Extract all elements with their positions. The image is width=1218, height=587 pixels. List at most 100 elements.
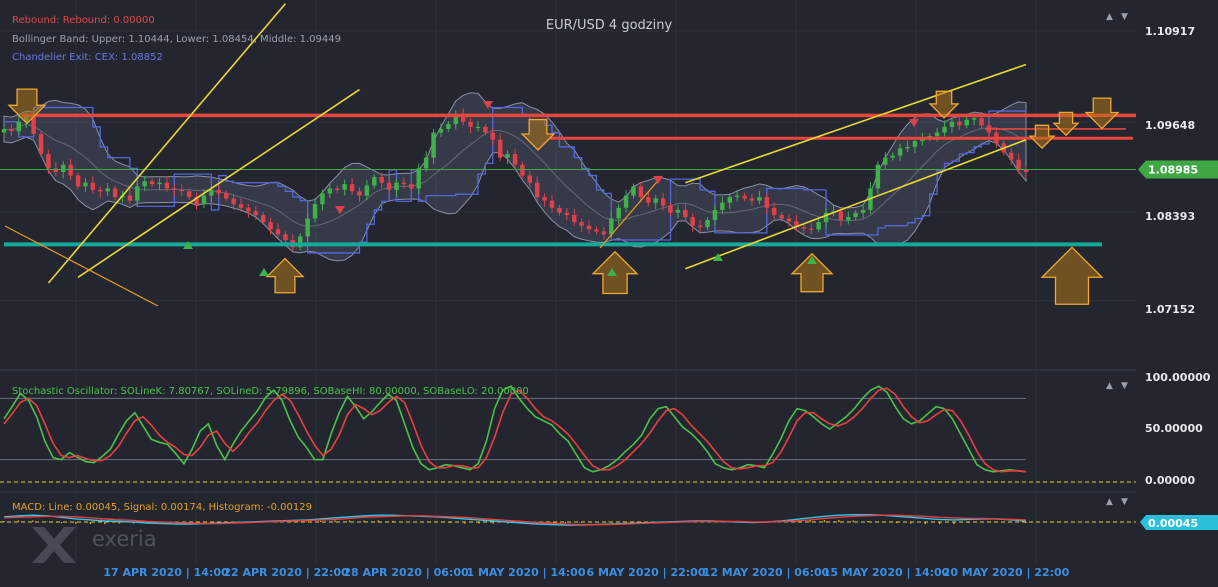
candle-body xyxy=(468,121,473,127)
candle-body xyxy=(816,222,821,230)
up-marker-icon xyxy=(607,268,617,276)
candle-body xyxy=(505,154,510,158)
stoch-panel-controls[interactable]: ▲ ▼ xyxy=(1106,381,1128,391)
candle-body xyxy=(771,207,777,215)
candle-body xyxy=(875,164,881,189)
candle-body xyxy=(1016,159,1021,170)
candle-body xyxy=(794,221,799,228)
candle-body xyxy=(112,188,118,198)
candle-body xyxy=(557,207,562,213)
candle-body xyxy=(209,189,214,196)
candle-body xyxy=(564,212,570,215)
macd-series-Line xyxy=(3,514,1027,526)
buy-arrow-icon xyxy=(591,250,639,295)
candle-body xyxy=(838,211,844,220)
bollinger-area xyxy=(3,92,1027,262)
panel-down-icon[interactable]: ▼ xyxy=(1121,381,1128,391)
candle-body xyxy=(75,175,81,187)
macd-series-Signal xyxy=(3,514,1027,526)
candle-body xyxy=(705,219,710,228)
candle-body xyxy=(327,188,333,194)
main-panel-controls[interactable]: ▲ ▼ xyxy=(1106,12,1128,22)
macd-current-value: 0.00045 xyxy=(1148,517,1198,530)
candle-body xyxy=(586,225,592,230)
sell-arrow-icon xyxy=(7,88,47,125)
x-tick-label: 6 MAY 2020 | 22:00 xyxy=(587,566,706,579)
candle-body xyxy=(734,195,740,198)
panel-up-icon[interactable]: ▲ xyxy=(1106,381,1113,391)
candle-body xyxy=(83,182,88,187)
candle-body xyxy=(38,133,44,155)
trend-channels xyxy=(4,3,1027,307)
current-price-value: 1.08985 xyxy=(1148,163,1198,176)
candle-body xyxy=(853,212,858,218)
sell-arrow-icon xyxy=(1084,97,1120,130)
trend-channel-line xyxy=(685,138,1027,270)
candle-body xyxy=(31,114,36,134)
x-tick-label: 28 APR 2020 | 06:00 xyxy=(343,566,469,579)
candle-body xyxy=(594,229,599,232)
candle-body xyxy=(690,217,695,226)
trend-channel-line xyxy=(685,63,1027,184)
stoch-y-tick: 100.00000 xyxy=(1145,371,1211,384)
candle-body xyxy=(453,114,458,124)
candle-body xyxy=(46,154,51,169)
candle-body xyxy=(142,181,147,187)
trend-line-orange xyxy=(599,175,663,249)
down-marker-icon xyxy=(483,101,493,109)
candle-body xyxy=(416,168,421,189)
sell-arrow-icon xyxy=(1052,111,1080,137)
macd-panel-controls[interactable]: ▲ ▼ xyxy=(1106,497,1128,507)
panel-divider xyxy=(0,369,1136,371)
candle-body xyxy=(98,189,103,192)
price-axis: 1.10917 1.09648 1.08393 1.07152 xyxy=(1145,25,1195,316)
buy-arrow-icon xyxy=(790,252,834,293)
candle-body xyxy=(401,182,407,185)
stoch-series-SOLineD xyxy=(3,387,1027,473)
buy-arrow-icon xyxy=(1040,246,1104,305)
panel-down-icon[interactable]: ▼ xyxy=(1121,497,1128,507)
candle-body xyxy=(483,126,488,133)
candle-body xyxy=(298,236,303,248)
up-marker-icon xyxy=(807,256,817,264)
chart-title: EUR/USD 4 godziny xyxy=(546,18,673,33)
signal-arrows xyxy=(7,88,1120,305)
candle-body xyxy=(742,195,747,199)
down-marker-icon xyxy=(909,119,919,127)
chandelier-exit-line xyxy=(4,106,1026,254)
candle-body xyxy=(572,214,577,223)
candle-body xyxy=(379,176,384,183)
y-tick-label: 1.09648 xyxy=(1145,119,1195,132)
candle-body xyxy=(157,182,162,185)
candle-body xyxy=(934,132,940,137)
candle-body xyxy=(1023,169,1029,172)
macd-legend: MACD: Line: 0.00045, Signal: 0.00174, Hi… xyxy=(12,502,312,513)
panel-up-icon[interactable]: ▲ xyxy=(1106,497,1113,507)
candle-body xyxy=(646,197,651,203)
candle-body xyxy=(579,222,584,226)
candle-body xyxy=(223,193,229,199)
candle-body xyxy=(660,198,666,206)
current-price-badge: 1.08985 xyxy=(1138,160,1218,179)
candle-body xyxy=(697,225,703,228)
candle-body xyxy=(312,204,318,219)
candle-body xyxy=(283,234,288,241)
candle-body xyxy=(846,217,851,220)
candle-body xyxy=(809,228,814,230)
candle-body xyxy=(394,182,399,190)
candle-body xyxy=(905,146,910,149)
candle-body xyxy=(609,218,614,235)
panel-down-icon[interactable]: ▼ xyxy=(1121,12,1128,22)
candle-body xyxy=(675,209,681,213)
candle-body xyxy=(9,128,14,132)
candle-body xyxy=(912,141,918,147)
candle-body xyxy=(949,121,955,127)
panel-up-icon[interactable]: ▲ xyxy=(1106,12,1113,22)
candle-body xyxy=(372,176,377,186)
legend-bollinger: Bollinger Band: Upper: 1.10444, Lower: 1… xyxy=(12,34,341,45)
candle-body xyxy=(16,121,22,132)
candle-body xyxy=(253,211,259,215)
candle-body xyxy=(475,126,481,129)
up-marker-icon xyxy=(183,241,193,249)
